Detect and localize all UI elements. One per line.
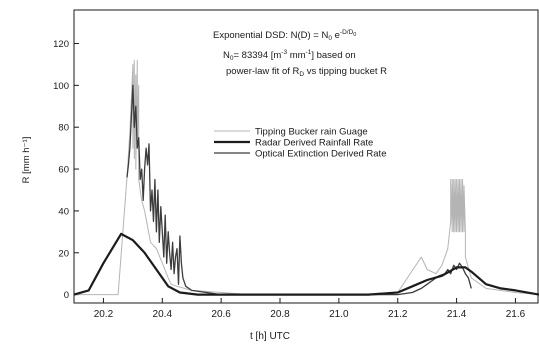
x-tick-label: 20.8 <box>270 309 290 320</box>
dsd-annotation: Exponential DSD: N(D) = N0 e-D/D0 N0= 83… <box>213 29 387 78</box>
x-tick-label: 21.4 <box>447 309 467 320</box>
legend-label-2: Radar Derived Rainfall Rate <box>255 138 373 149</box>
legend-label-3: Optical Extinction Derived Rate <box>255 149 386 160</box>
y-tick-label: 80 <box>58 123 69 134</box>
series-line-3 <box>126 84 472 296</box>
series-line-2 <box>73 232 539 296</box>
annotation-line-1: Exponential DSD: N(D) = N0 e-D/D0 <box>213 29 356 42</box>
annotation-line-3: power-law fit of RD vs tipping bucket R <box>226 66 387 78</box>
x-tick-label: 20.2 <box>94 309 114 320</box>
x-tick-label: 21.0 <box>329 309 349 320</box>
y-tick-label: 60 <box>58 165 69 176</box>
x-axis-label: t [h] UTC <box>250 331 290 342</box>
y-axis-label: R [mm h⁻¹] <box>21 137 32 184</box>
x-tick-label: 20.4 <box>153 309 173 320</box>
legend-label-1: Tipping Bucker rain Guage <box>255 127 368 138</box>
x-tick-label: 21.6 <box>506 309 526 320</box>
y-tick-label: 100 <box>53 81 69 92</box>
plot-frame <box>73 9 539 304</box>
y-tick-label: 120 <box>53 39 69 50</box>
series-layer <box>73 59 539 296</box>
y-tick-label: 20 <box>58 248 69 259</box>
x-tick-label: 21.2 <box>388 309 408 320</box>
x-tick-label: 20.6 <box>211 309 231 320</box>
y-tick-label: 0 <box>64 290 69 301</box>
series-line-1 <box>74 59 539 296</box>
annotation-line-2: N0= 83394 [m-3 mm-1] based on <box>223 49 356 62</box>
y-tick-label: 40 <box>58 206 69 217</box>
